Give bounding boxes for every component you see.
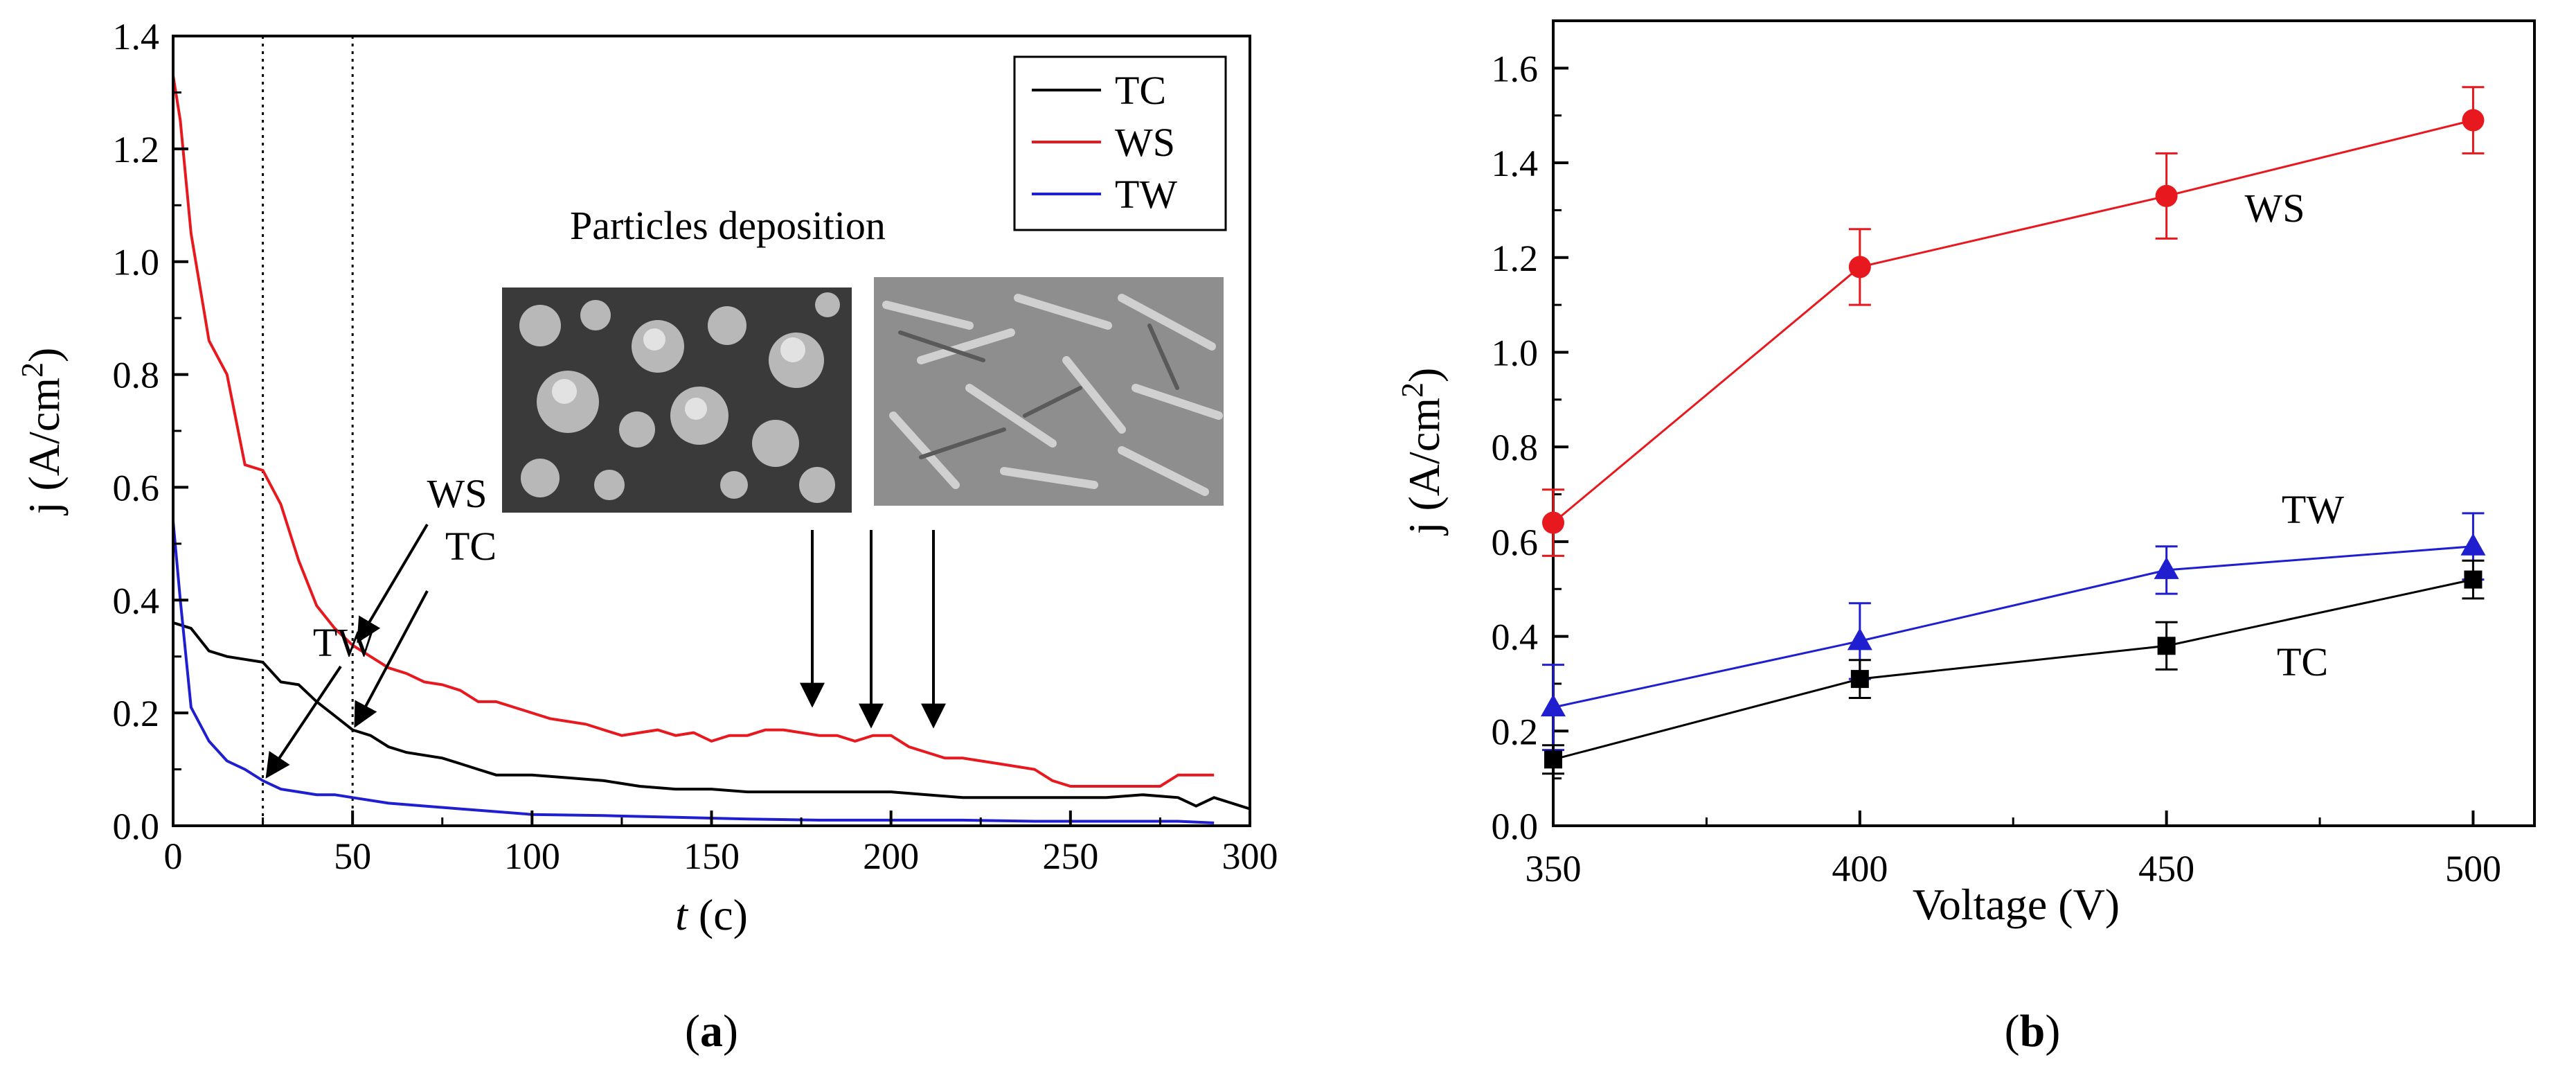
sem-inset-particles [502,287,852,513]
series-line-tc [1553,578,2474,761]
x-axis-label-a: t (c) [675,890,748,939]
x-axis-label-b: Voltage (V) [1913,880,2120,929]
x-tick-label-400: 400 [1832,848,1888,889]
y-tick-label-1.4: 1.4 [1492,143,1539,184]
panel-label-a: (a) [685,1006,738,1056]
x-tick-label-350: 350 [1526,848,1582,889]
y-tick-label-0.0: 0.0 [1492,806,1539,847]
legend-a: TC WS TW [1013,55,1227,231]
data-point-ws [1542,511,1564,534]
x-tick-label-250: 250 [1042,835,1098,877]
y-tick-label-0.2: 0.2 [1492,711,1539,752]
x-tick-label-300: 300 [1222,835,1278,877]
annotation-label-ws: WS [427,471,488,516]
x-tick-label-150: 150 [683,835,740,877]
y-axis-label-b: j (A/cm2) [1395,368,1449,536]
y-tick-label-1.2: 1.2 [1492,238,1539,279]
annotation-label-tc: TC [445,524,497,569]
series-line-ws [1553,119,2474,524]
data-point-tw [1541,694,1566,717]
series-label-ws: WS [2245,186,2305,231]
data-point-tc [1544,750,1562,769]
series-line-tw [1553,545,2474,709]
series-line-tw [172,521,1215,824]
x-tick-label-500: 500 [2445,848,2501,889]
data-point-tw [2154,556,2179,579]
y-axis-label-a: j (A/cm2) [15,348,69,516]
chart-a: Particles deposition 0 50 100 150 200 250 3000… [15,16,1278,1056]
series-label-tw: TW [2282,487,2344,532]
y-tick-label-1.6: 1.6 [1492,48,1539,89]
series-label-tc: TC [2277,639,2328,684]
data-point-ws [2462,109,2485,132]
x-tick-label-100: 100 [504,835,560,877]
y-tick-label-1.0: 1.0 [113,242,160,283]
data-point-ws [1848,256,1871,278]
x-tick-label-50: 50 [334,835,371,877]
axes-frame-b [1552,19,2536,827]
y-tick-label-1.0: 1.0 [1492,332,1539,373]
y-tick-label-0.4: 0.4 [1492,617,1539,658]
data-point-tw [1847,628,1872,650]
series-line-ws [172,75,1215,788]
y-tick-label-0.4: 0.4 [113,580,160,621]
chart-b: 350 400 450 500 0.0 0.2 0.4 0.6 0.8 1.0 1.2 1.4 1.6 W… [1395,19,2536,1056]
plot-area-b: 350 400 450 500 0.0 0.2 0.4 0.6 0.8 1.0 1.2 1.4 1.6 W… [1395,19,2536,1056]
legend-label-ws: WS [1115,120,1175,165]
x-tick-label-450: 450 [2138,848,2194,889]
annotation-arrow-ws [357,523,429,644]
y-tick-label-0.6: 0.6 [113,467,160,508]
data-point-tc [1850,670,1869,689]
annotation-arrow-tc [354,590,429,728]
data-point-tw [2460,533,2486,556]
y-tick-label-0.8: 0.8 [113,355,160,396]
legend-label-tw: TW [1115,172,1177,217]
series-line-tc [172,621,1251,811]
data-point-ws [2155,184,2178,207]
inset-title: Particles deposition [570,203,886,248]
annotation-arrow-tw [265,665,342,779]
data-point-tc [2464,570,2483,589]
x-tick-label-200: 200 [863,835,919,877]
y-tick-label-0.8: 0.8 [1492,427,1539,468]
legend-label-tc: TC [1115,68,1166,113]
y-tick-label-0.6: 0.6 [1492,522,1539,563]
x-tick-label-0: 0 [164,835,183,877]
y-tick-label-0.2: 0.2 [113,693,160,734]
y-tick-label-1.4: 1.4 [113,16,160,57]
plot-area-a: 0 50 100 150 200 250 300 0.0 0.2 0.4 0.6 0.8 1.0 1.2 1… [15,16,1278,1056]
panel-label-b: (b) [2005,1006,2061,1056]
sem-inset-plates [874,277,1224,506]
inset-arrows [800,530,946,729]
data-point-tc [2157,637,2176,655]
y-tick-label-1.2: 1.2 [113,129,160,170]
y-tick-label-0.0: 0.0 [113,806,160,847]
